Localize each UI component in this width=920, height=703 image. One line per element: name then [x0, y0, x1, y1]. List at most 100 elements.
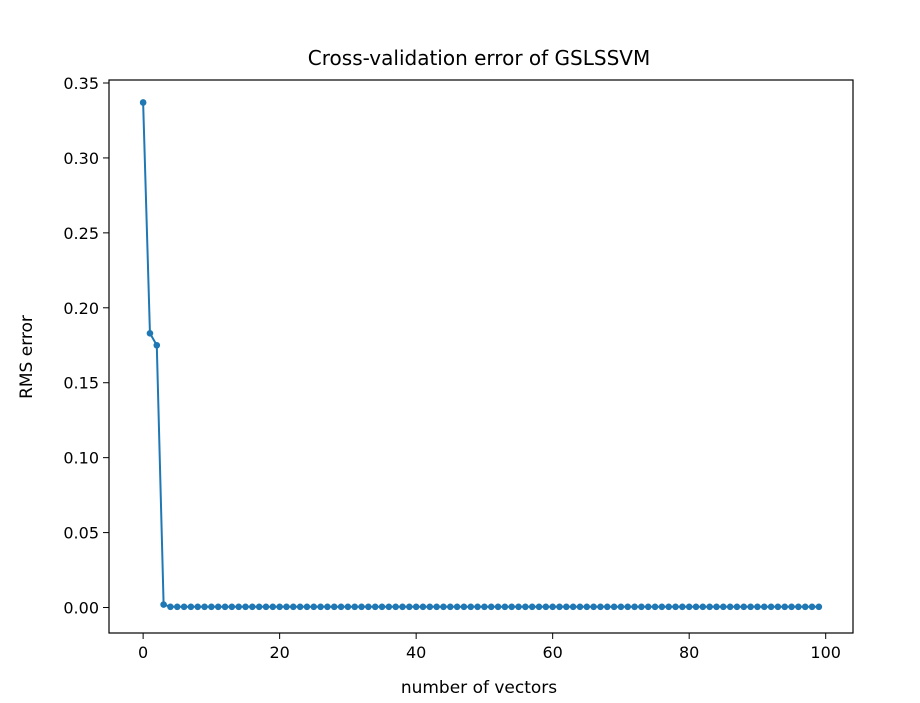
data-point — [781, 603, 789, 611]
data-point — [392, 603, 399, 611]
data-point — [815, 603, 823, 611]
data-point — [453, 603, 461, 611]
data-point — [371, 603, 379, 611]
data-point — [289, 603, 297, 611]
data-point — [624, 603, 632, 611]
data-point — [262, 603, 270, 611]
chart-title: Cross-validation error of GSLSSVM — [308, 46, 650, 70]
data-point — [187, 603, 195, 611]
data-point — [767, 603, 775, 611]
data-point — [726, 603, 734, 611]
data-point — [747, 603, 754, 611]
data-point — [515, 603, 522, 611]
data-point — [610, 603, 618, 611]
data-point — [228, 603, 236, 611]
data-point — [474, 603, 481, 611]
data-point — [494, 603, 502, 611]
data-point — [412, 603, 420, 611]
data-point — [685, 603, 693, 611]
data-point — [788, 603, 795, 611]
x-axis-label: number of vectors — [401, 678, 557, 698]
y-tick-label: 0.00 — [63, 599, 99, 618]
data-point — [692, 603, 700, 611]
data-point — [576, 603, 584, 611]
x-tick-label: 100 — [810, 643, 841, 662]
x-tick-label: 80 — [679, 643, 699, 662]
data-point — [153, 341, 161, 349]
data-point — [713, 603, 720, 611]
data-point — [433, 603, 440, 611]
data-point — [208, 603, 215, 611]
data-point — [221, 603, 229, 611]
y-tick-label: 0.30 — [63, 149, 99, 168]
data-point — [631, 603, 638, 611]
data-point — [754, 603, 761, 611]
data-point — [194, 603, 202, 611]
y-axis-ticks: 0.00 0.05 0.10 0.15 0.20 0.25 0.30 0.35 — [63, 74, 109, 618]
x-tick-label: 60 — [542, 643, 562, 662]
data-point — [296, 603, 304, 611]
data-point — [542, 603, 550, 611]
data-point — [406, 603, 413, 611]
data-point — [167, 603, 174, 611]
data-point — [549, 603, 556, 611]
data-point — [146, 329, 154, 337]
data-point — [351, 603, 359, 611]
data-point — [801, 603, 809, 611]
data-point — [617, 603, 625, 611]
data-point — [487, 603, 495, 611]
data-point — [590, 603, 597, 611]
data-point — [460, 603, 468, 611]
data-point — [528, 603, 536, 611]
y-tick-label: 0.20 — [63, 299, 99, 318]
x-tick-label: 0 — [138, 643, 148, 662]
data-point — [658, 603, 666, 611]
data-point — [440, 603, 447, 611]
data-point — [385, 603, 393, 611]
plot-series — [139, 99, 823, 611]
y-axis-label: RMS error — [17, 315, 37, 399]
data-point — [774, 603, 782, 611]
data-point — [446, 603, 454, 611]
data-point — [317, 603, 324, 611]
data-point — [808, 603, 816, 611]
data-point — [760, 603, 768, 611]
data-point — [795, 603, 802, 611]
data-point — [235, 603, 242, 611]
data-point — [672, 603, 679, 611]
data-point — [467, 603, 475, 611]
data-point — [556, 603, 563, 611]
x-tick-label: 40 — [406, 643, 426, 662]
data-point — [508, 603, 516, 611]
data-point — [740, 603, 748, 611]
data-point — [501, 603, 509, 611]
data-point — [378, 603, 386, 611]
data-point — [201, 603, 208, 611]
data-point — [249, 603, 256, 611]
data-point — [699, 603, 707, 611]
data-point — [276, 603, 283, 611]
data-point — [597, 603, 604, 611]
y-tick-label: 0.05 — [63, 524, 99, 543]
data-point — [563, 603, 570, 611]
y-tick-label: 0.35 — [63, 74, 99, 93]
y-tick-label: 0.25 — [63, 224, 99, 243]
data-point — [720, 603, 727, 611]
data-point — [255, 603, 263, 611]
data-point — [706, 603, 713, 611]
data-point — [283, 603, 290, 611]
data-point — [535, 603, 543, 611]
data-point — [180, 603, 188, 611]
data-point — [324, 603, 331, 611]
data-point — [583, 603, 591, 611]
x-axis-ticks: 0 20 40 60 80 100 — [138, 633, 841, 662]
data-point — [426, 603, 434, 611]
data-point — [330, 603, 338, 611]
data-point — [679, 603, 686, 611]
data-point — [214, 603, 222, 611]
data-point — [358, 603, 365, 611]
series-line — [142, 102, 819, 608]
x-tick-label: 20 — [269, 643, 289, 662]
